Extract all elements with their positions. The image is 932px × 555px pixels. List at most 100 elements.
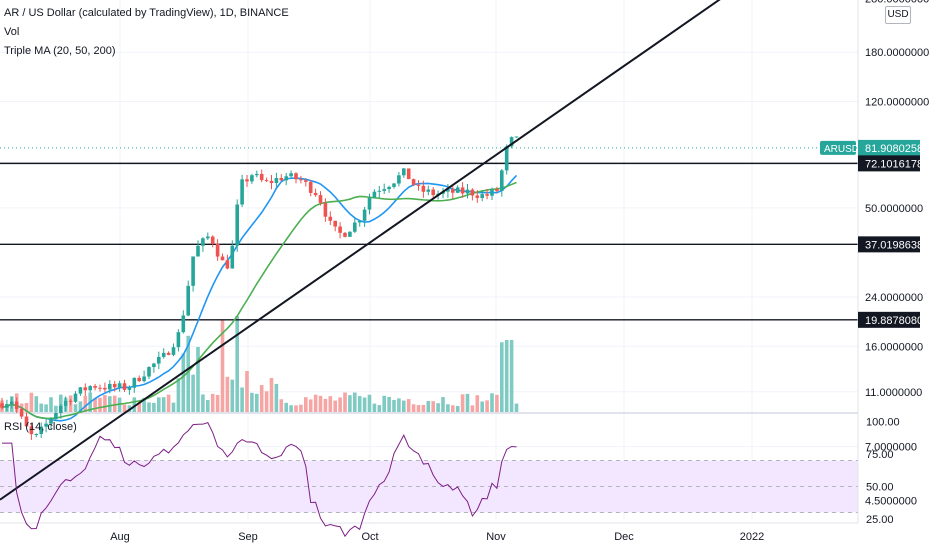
candle-body — [152, 363, 156, 368]
candle-body — [299, 179, 303, 181]
candle-body — [485, 194, 489, 196]
volume-bar — [411, 404, 416, 412]
price-tick-label: 50.0000000 — [865, 203, 923, 215]
volume-bar — [142, 397, 146, 412]
candle-body — [59, 405, 63, 413]
volume-bar — [122, 404, 127, 412]
volume-bar — [191, 374, 195, 412]
volume-bar — [59, 394, 63, 412]
level-badge-2: 37.0198638 — [865, 239, 923, 251]
volume-bar — [348, 395, 352, 412]
candle-body — [460, 187, 465, 194]
volume-bar — [54, 405, 58, 412]
horizontal-levels[interactable] — [0, 147, 858, 321]
price-tick-label: 4.5000000 — [865, 495, 917, 507]
volume-bar — [406, 399, 411, 412]
volume-bar — [436, 403, 440, 412]
candle-body — [372, 191, 377, 198]
candle-body — [318, 195, 323, 203]
volume-bar — [451, 405, 455, 412]
time-label: Sep — [238, 531, 258, 543]
volume-bar — [470, 405, 475, 412]
candle-body — [117, 383, 122, 388]
volume-bar — [166, 394, 171, 412]
candle-body — [328, 216, 333, 221]
moving-averages — [1, 174, 518, 422]
volume-bar — [446, 404, 450, 412]
price-axis[interactable]: 440.0000000280.0000000180.0000000120.000… — [820, 0, 932, 550]
volume-bar — [78, 401, 83, 412]
candle-body — [475, 195, 480, 198]
volume-bar — [421, 404, 426, 412]
candle-body — [191, 256, 195, 286]
candle-body — [382, 189, 386, 191]
rsi-line — [2, 422, 517, 538]
volume-bar — [416, 405, 421, 412]
candle-body — [446, 189, 450, 192]
volume-bar — [176, 378, 181, 412]
candle-body — [93, 386, 97, 388]
volume-bar — [460, 394, 465, 412]
candle-body — [250, 175, 254, 182]
price-tick-label: 7.0000000 — [865, 442, 917, 454]
volume-bar — [206, 400, 210, 412]
time-axis[interactable]: Aug Sep Oct Nov Dec 2022 — [110, 531, 764, 543]
time-label: Aug — [110, 531, 130, 543]
candle-body — [157, 356, 161, 364]
candle-body — [426, 189, 431, 192]
volume-bar — [357, 396, 362, 412]
ma50-line — [1, 181, 517, 420]
candle-body — [348, 231, 352, 237]
rsi-tick-label: 75.00 — [866, 449, 894, 461]
candle-body — [186, 285, 190, 316]
price-tick-label: 11.0000000 — [865, 387, 922, 399]
candle-body — [451, 189, 455, 193]
volume-legend[interactable]: Vol — [4, 26, 20, 38]
rsi-polyline — [2, 422, 517, 538]
candle-body — [63, 400, 68, 406]
trendline[interactable] — [0, 0, 800, 501]
candle-body — [161, 352, 166, 357]
symbol-title[interactable]: AR / US Dollar (calculated by TradingVie… — [4, 7, 289, 19]
level-badge-3: 19.8878080 — [865, 315, 923, 327]
candle-body — [24, 416, 29, 427]
currency-button[interactable]: USD — [885, 6, 911, 24]
volume-bar — [475, 395, 480, 412]
time-label: Dec — [614, 531, 634, 543]
level-badge-2-bg — [858, 236, 920, 253]
volume-bar — [93, 398, 97, 412]
candle-body — [500, 170, 504, 192]
candle-body — [201, 238, 205, 246]
volume-bar — [245, 371, 249, 412]
volume-bar — [387, 396, 391, 412]
candle-body — [362, 209, 367, 221]
rsi-tick-label: 100.00 — [866, 417, 900, 429]
price-grid — [0, 0, 932, 524]
rsi-legend[interactable]: RSI (14, close) — [4, 421, 77, 433]
volume-bar — [215, 394, 220, 412]
candle-body — [108, 383, 112, 390]
volume-bar — [343, 392, 347, 412]
level-badge-1-bg — [858, 155, 920, 172]
candle-body — [230, 245, 235, 269]
volume-bar — [377, 405, 382, 412]
candle-body — [289, 173, 293, 177]
triple-ma-legend[interactable]: Triple MA (20, 50, 200) — [4, 45, 116, 57]
volume-bar — [304, 397, 308, 412]
candle-body — [196, 245, 200, 257]
volume-bar — [333, 400, 337, 412]
volume-bar — [392, 399, 396, 412]
candle-body — [39, 426, 43, 435]
candle-body — [137, 377, 141, 382]
level-badge-1: 72.1016178 — [865, 158, 923, 170]
candle-body — [98, 387, 102, 389]
candle-body — [259, 173, 264, 181]
volume-bar — [362, 397, 367, 412]
volume-bar — [34, 396, 39, 412]
candle-body — [14, 401, 19, 410]
candle-body — [166, 352, 171, 355]
candle-body — [514, 136, 519, 138]
volume-bars — [0, 316, 519, 412]
